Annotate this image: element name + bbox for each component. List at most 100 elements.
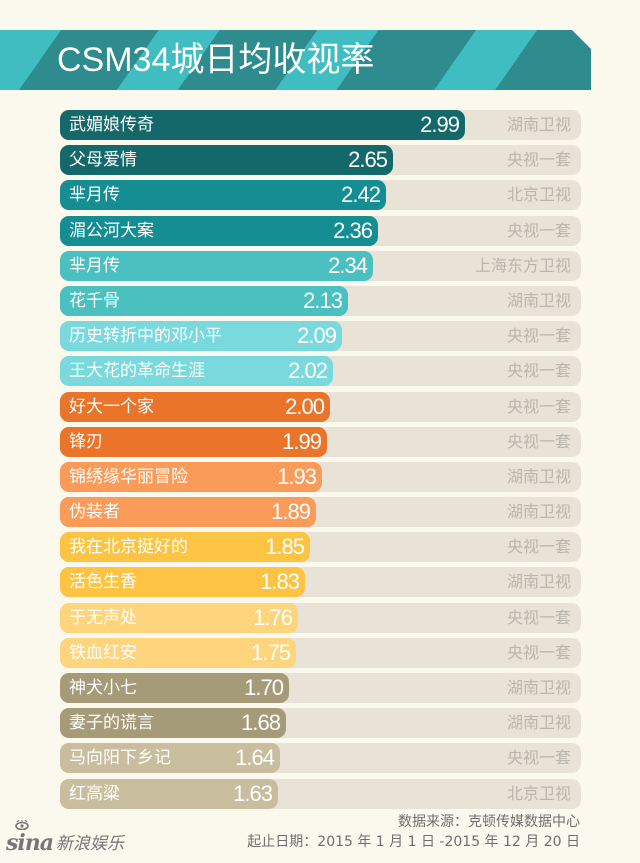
channel-label: 湖南卫视	[506, 502, 571, 522]
rating-value: 2.09	[297, 323, 337, 349]
rating-bar: 马向阳下乡记 1.64	[60, 743, 280, 774]
channel-label: 湖南卫视	[506, 466, 571, 486]
rating-value: 1.89	[271, 499, 311, 525]
rating-bar: 锦绣缘华丽冒险 1.93	[60, 461, 322, 492]
bar-row: 湖南卫视 伪装者 1.89	[60, 497, 581, 528]
drama-name: 好大一个家	[69, 396, 154, 417]
title-banner: CSM34城日均收视率	[0, 30, 591, 90]
bar-row: 湖南卫视 武媚娘传奇 2.99	[60, 110, 581, 140]
bar-row: 湖南卫视 神犬小七 1.70	[60, 673, 581, 703]
sina-logo: sina 新浪娱乐	[6, 820, 124, 856]
channel-label: 央视一套	[506, 642, 571, 662]
rating-value: 1.99	[282, 428, 322, 454]
rating-value: 2.65	[348, 147, 388, 173]
rating-value: 2.42	[341, 182, 381, 208]
rating-value: 2.36	[333, 217, 373, 243]
rating-bar: 历史转折中的邓小平 2.09	[60, 321, 342, 352]
channel-label: 北京卫视	[506, 783, 571, 803]
bar-list: 湖南卫视 武媚娘传奇 2.99 央视一套 父母爱情 2.65 北京卫视 芈月传 2.42 央视一套…	[60, 110, 581, 814]
drama-name: 活色生香	[69, 572, 137, 593]
bar-row: 湖南卫视 活色生香 1.83	[60, 567, 581, 598]
bar-row: 湖南卫视 花千骨 2.13	[60, 285, 581, 316]
rating-bar: 活色生香 1.83	[60, 567, 305, 598]
drama-name: 王大花的革命生涯	[69, 361, 205, 382]
drama-name: 武媚娘传奇	[69, 115, 154, 135]
bar-row: 北京卫视 芈月传 2.42	[60, 180, 581, 211]
chart-title: CSM34城日均收视率	[57, 41, 375, 79]
channel-label: 央视一套	[506, 431, 571, 451]
bar-row: 湖南卫视 锦绣缘华丽冒险 1.93	[60, 461, 581, 492]
rating-bar: 神犬小七 1.70	[60, 673, 289, 703]
bar-row: 央视一套 铁血红安 1.75	[60, 637, 581, 668]
logo-sina-text: sina	[6, 830, 54, 856]
drama-name: 历史转折中的邓小平	[69, 326, 222, 347]
rating-bar: 湄公河大案 2.36	[60, 215, 378, 246]
rating-bar: 好大一个家 2.00	[60, 391, 330, 422]
bar-row: 央视一套 锋刃 1.99	[60, 426, 581, 457]
rating-value: 1.93	[277, 463, 317, 489]
channel-label: 央视一套	[506, 150, 571, 170]
rating-value: 2.99	[420, 112, 460, 137]
rating-value: 2.00	[285, 393, 325, 419]
channel-label: 上海东方卫视	[474, 255, 571, 275]
rating-value: 1.70	[244, 675, 284, 700]
bar-row: 央视一套 父母爱情 2.65	[60, 145, 581, 176]
drama-name: 我在北京挺好的	[69, 537, 188, 558]
bar-row: 央视一套 于无声处 1.76	[60, 602, 581, 633]
data-source: 数据来源：克顿传媒数据中心	[398, 814, 580, 830]
rating-value: 1.68	[241, 710, 281, 736]
bar-row: 央视一套 湄公河大案 2.36	[60, 215, 581, 246]
channel-label: 湖南卫视	[506, 572, 571, 592]
channel-label: 湖南卫视	[506, 678, 571, 697]
rating-bar: 锋刃 1.99	[60, 426, 327, 457]
rating-value: 1.75	[251, 639, 291, 665]
channel-label: 央视一套	[506, 396, 571, 416]
drama-name: 于无声处	[69, 607, 137, 628]
rating-bar: 妻子的谎言 1.68	[60, 708, 286, 739]
bar-row: 央视一套 王大花的革命生涯 2.02	[60, 356, 581, 387]
bar-row: 湖南卫视 妻子的谎言 1.68	[60, 708, 581, 739]
channel-label: 央视一套	[506, 607, 571, 627]
rating-bar: 武媚娘传奇 2.99	[60, 110, 465, 140]
drama-name: 湄公河大案	[69, 220, 154, 241]
channel-label: 湖南卫视	[506, 290, 571, 310]
drama-name: 神犬小七	[69, 678, 137, 698]
drama-name: 芈月传	[69, 185, 120, 206]
drama-name: 马向阳下乡记	[69, 748, 171, 769]
rating-value: 2.34	[328, 252, 368, 278]
rating-bar: 父母爱情 2.65	[60, 145, 393, 176]
drama-name: 锋刃	[69, 431, 103, 452]
bar-row: 北京卫视 红高粱 1.63	[60, 778, 581, 809]
rating-bar: 铁血红安 1.75	[60, 637, 296, 668]
rating-bar: 芈月传 2.34	[60, 250, 373, 281]
rating-bar: 于无声处 1.76	[60, 602, 298, 633]
rating-value: 2.02	[288, 358, 328, 384]
sina-eye-icon	[15, 820, 29, 830]
rating-bar: 伪装者 1.89	[60, 497, 316, 528]
rating-value: 2.13	[303, 287, 343, 313]
bar-row: 央视一套 好大一个家 2.00	[60, 391, 581, 422]
logo-brand-text: 新浪娱乐	[56, 834, 124, 854]
drama-name: 父母爱情	[69, 150, 137, 171]
rating-value: 1.83	[260, 569, 300, 595]
channel-label: 央视一套	[506, 361, 571, 381]
rating-value: 1.63	[233, 780, 273, 806]
channel-label: 湖南卫视	[506, 713, 571, 733]
channel-label: 北京卫视	[506, 185, 571, 205]
rating-bar: 芈月传 2.42	[60, 180, 386, 211]
bar-row: 上海东方卫视 芈月传 2.34	[60, 250, 581, 281]
drama-name: 锦绣缘华丽冒险	[69, 466, 188, 487]
drama-name: 铁血红安	[69, 642, 137, 663]
rating-value: 1.76	[253, 604, 293, 630]
channel-label: 央视一套	[506, 537, 571, 557]
channel-label: 央视一套	[506, 220, 571, 240]
rating-bar: 王大花的革命生涯 2.02	[60, 356, 333, 387]
channel-label: 央视一套	[506, 748, 571, 768]
drama-name: 妻子的谎言	[69, 713, 154, 734]
drama-name: 红高粱	[69, 783, 120, 804]
rating-value: 1.85	[265, 534, 305, 560]
rating-value: 1.64	[235, 745, 275, 771]
rating-bar: 红高粱 1.63	[60, 778, 278, 809]
date-range: 起止日期：2015 年 1 月 1 日 -2015 年 12 月 20 日	[247, 834, 580, 850]
bar-row: 央视一套 马向阳下乡记 1.64	[60, 743, 581, 774]
